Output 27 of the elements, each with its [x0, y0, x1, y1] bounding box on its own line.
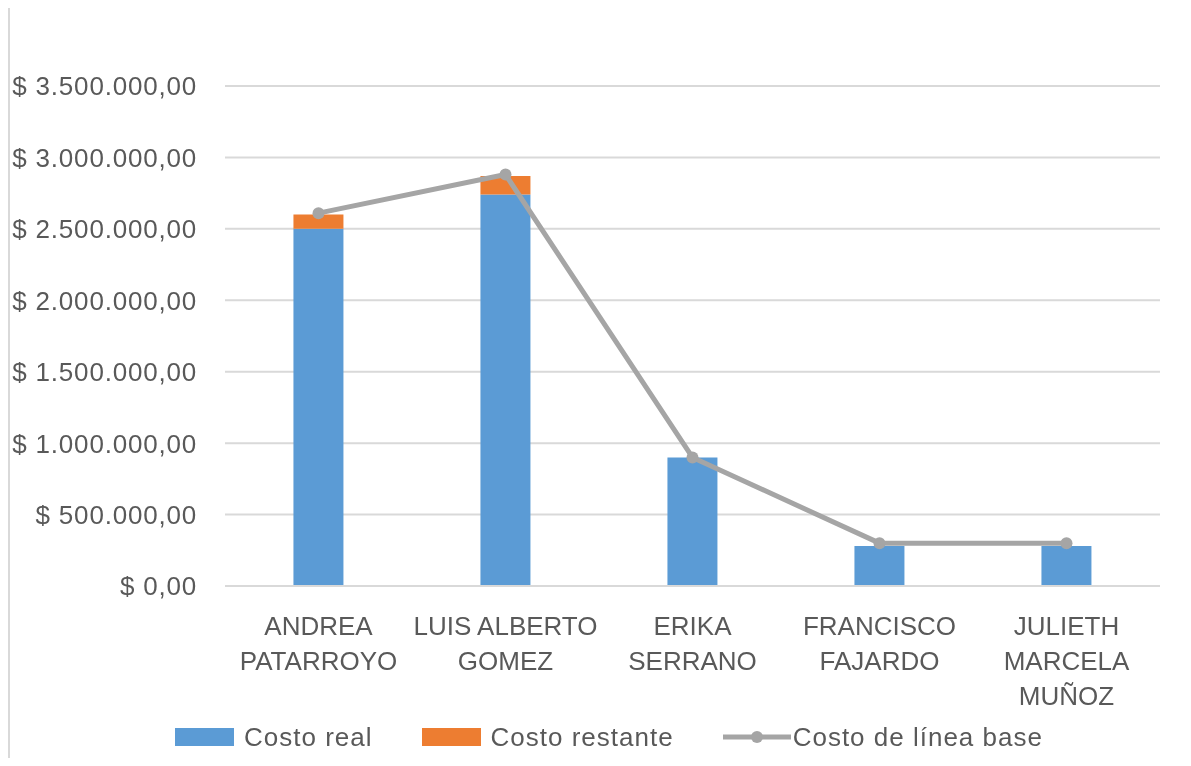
- y-tick-label: $ 0,00: [119, 571, 197, 602]
- x-tick-label: LUIS ALBERTO GOMEZ: [413, 611, 598, 676]
- legend-label: Costo real: [244, 721, 373, 753]
- point: [873, 537, 886, 550]
- bar: [1041, 546, 1092, 586]
- x-tick-label: JULIETH MARCELA MUÑOZ: [1003, 611, 1130, 711]
- legend-label: Costo restante: [490, 721, 674, 753]
- point: [686, 451, 699, 464]
- bar: [293, 228, 344, 586]
- bar: [293, 214, 344, 229]
- point: [312, 207, 325, 220]
- point: [499, 168, 512, 181]
- x-tick-label: ERIKA SERRANO: [628, 611, 757, 676]
- y-tick-label: $ 2.500.000,00: [12, 214, 197, 245]
- x-tick-label: ANDREA PATARROYO: [239, 611, 398, 676]
- bar: [480, 194, 531, 586]
- y-tick-label: $ 1.500.000,00: [12, 357, 197, 388]
- legend-label: Costo de línea base: [792, 721, 1043, 753]
- bar: [667, 457, 718, 586]
- bar: [854, 546, 905, 586]
- y-tick-label: $ 500.000,00: [35, 499, 197, 530]
- y-tick-label: $ 2.000.000,00: [12, 285, 197, 316]
- y-tick-label: $ 3.000.000,00: [12, 142, 197, 173]
- y-tick-label: $ 1.000.000,00: [12, 428, 197, 459]
- y-tick-label: $ 3.500.000,00: [12, 71, 197, 102]
- point: [1060, 537, 1073, 550]
- x-tick-label: FRANCISCO FAJARDO: [802, 611, 957, 676]
